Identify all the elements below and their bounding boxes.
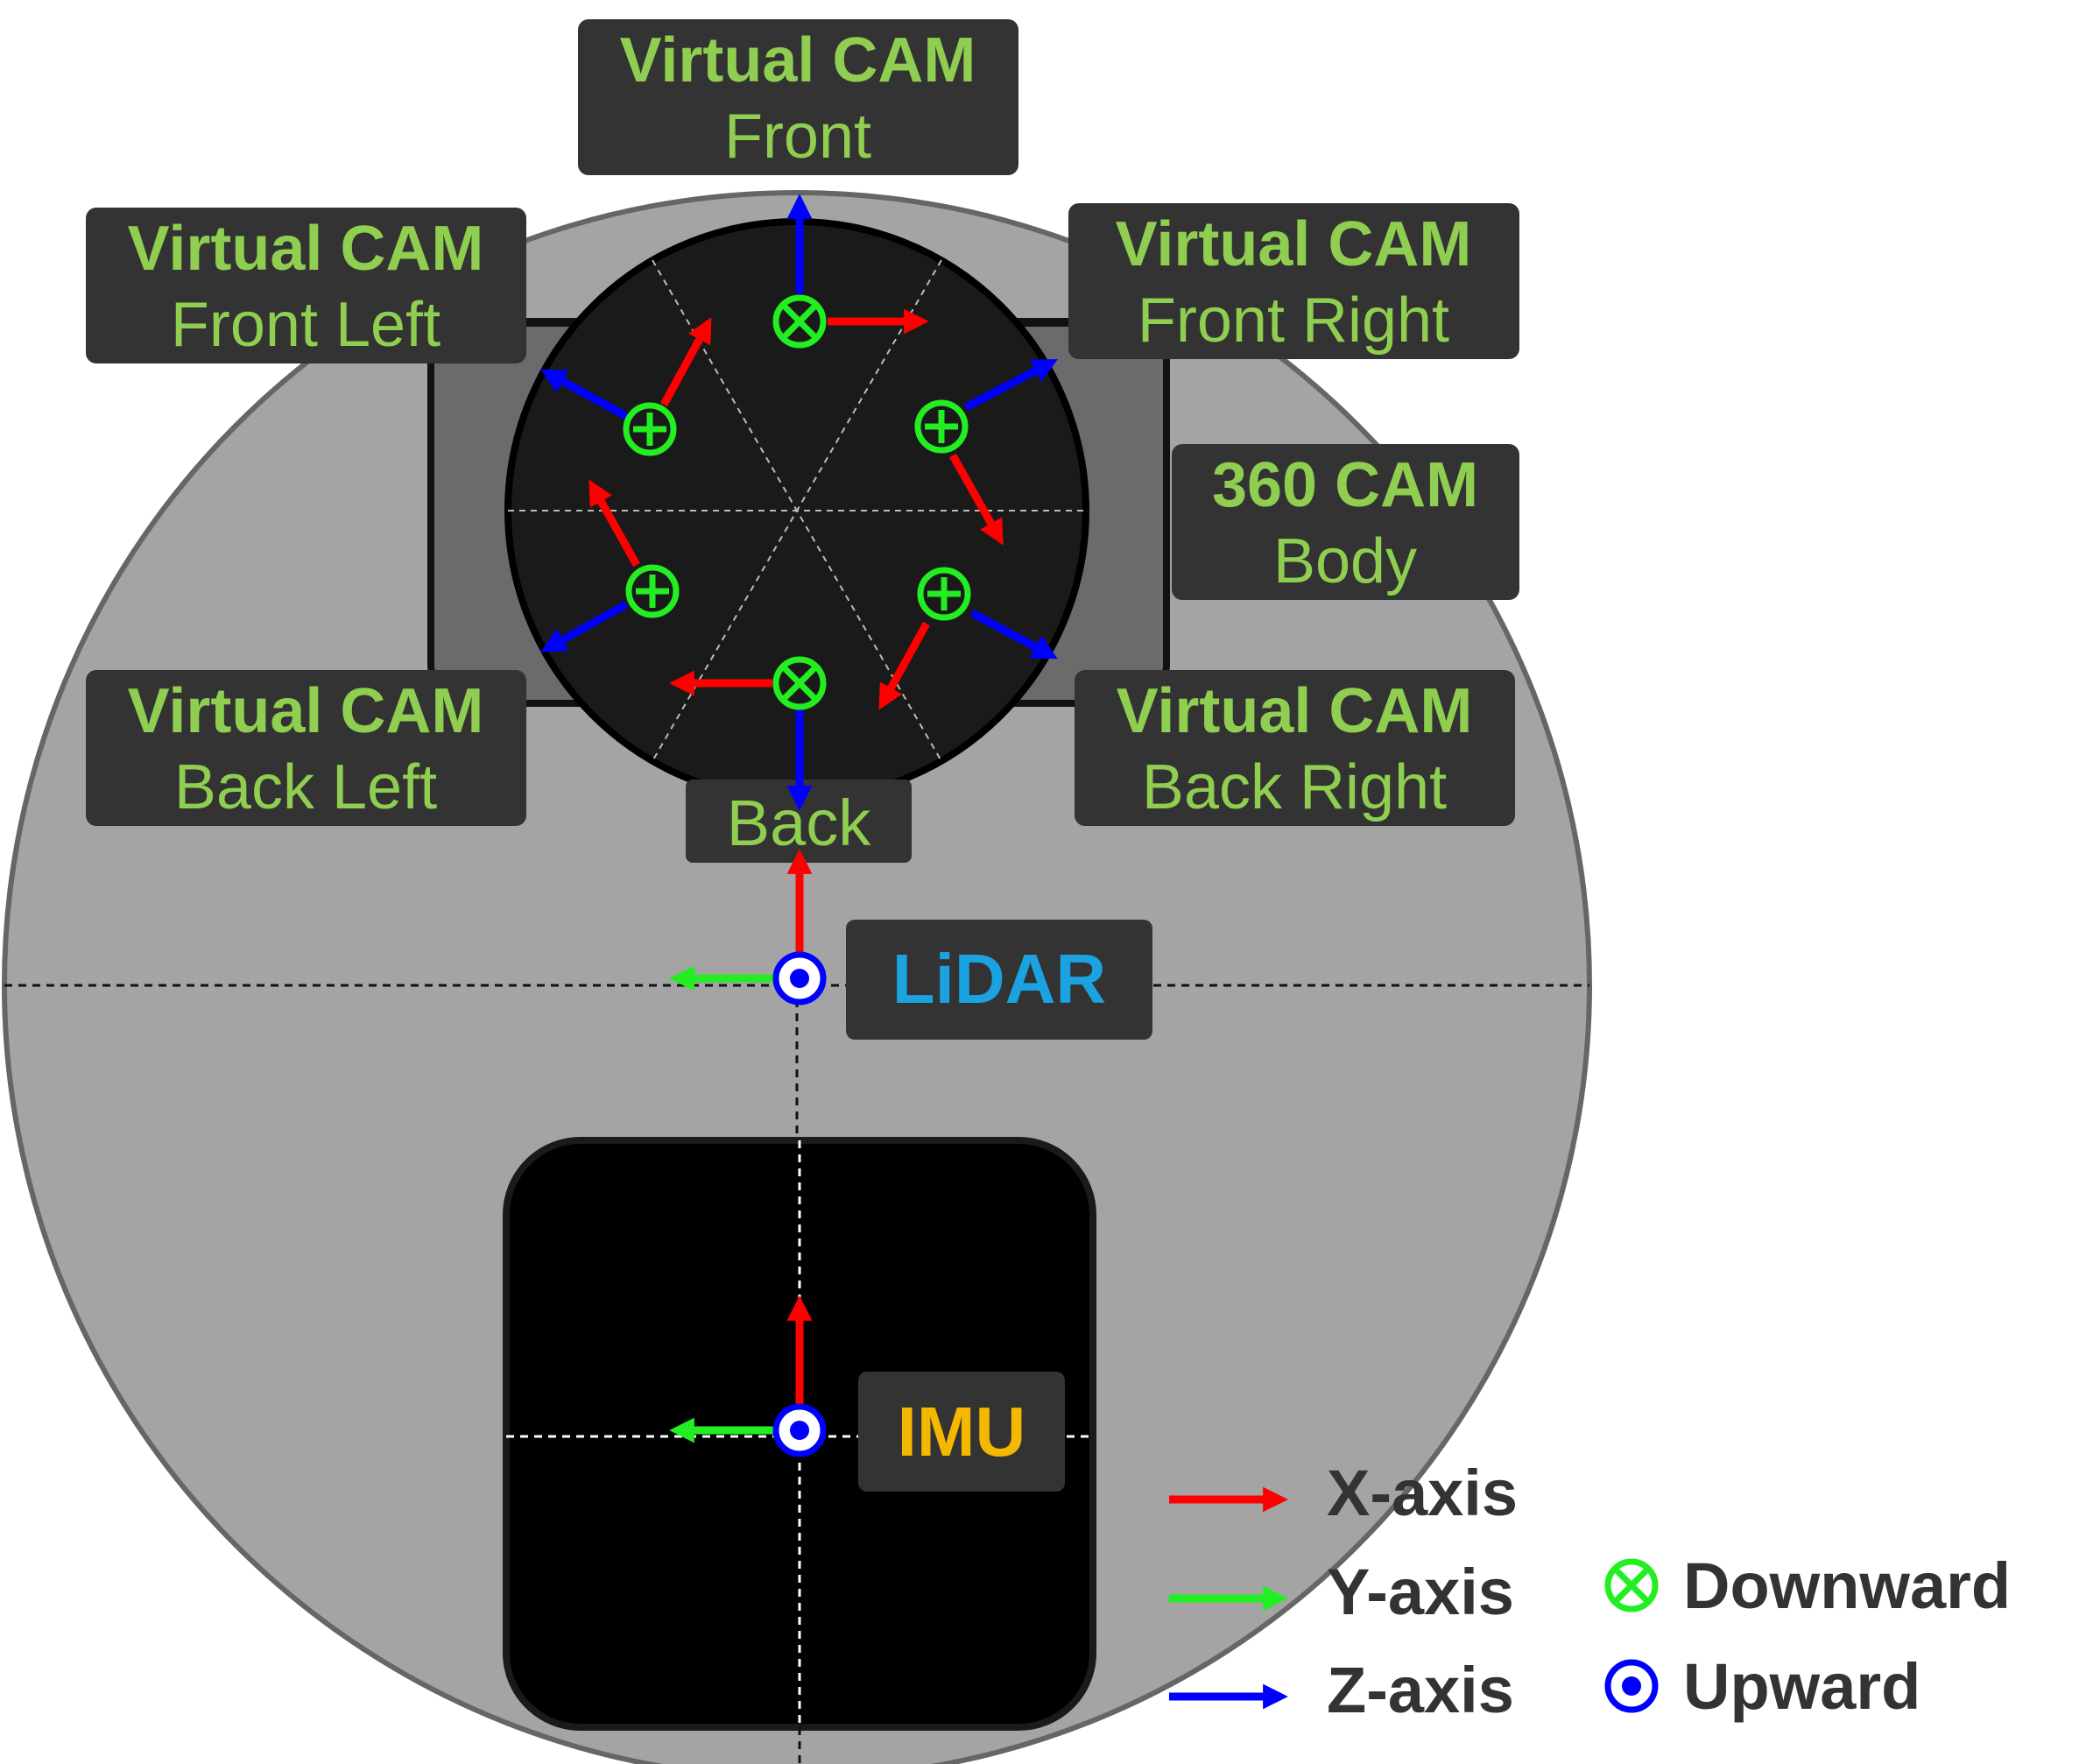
back-cam-label-box [686,780,912,863]
back-left-cam-label: Virtual CAM Back Left [86,670,526,826]
back-right-cam-downward-icon [917,567,971,621]
imu-label: IMU [858,1372,1065,1492]
back-cam-name: Back [727,787,872,859]
front-cam-name: Front [724,102,871,172]
legend-z-label: Z-axis [1327,1654,1514,1726]
front-right-cam-title: Virtual CAM [1116,209,1472,279]
back-left-cam-downward-icon [625,564,680,618]
body-cam-label: 360 CAM Body [1172,444,1519,600]
lidar-label-text: LiDAR [892,940,1106,1018]
body-cam-name: Body [1273,526,1417,596]
front-right-cam-z-arrow [963,358,1058,411]
back-left-cam-z-arrow [540,601,629,653]
downward-markers [623,294,971,710]
back-cam-downward-icon [772,656,827,710]
front-left-cam-title: Virtual CAM [128,214,484,284]
legend-downward-icon [1604,1558,1659,1612]
front-right-cam-x-arrow [949,453,1004,546]
front-cam-downward-icon [772,294,827,349]
front-left-cam-z-arrow [540,369,629,420]
imu-label-text: IMU [898,1393,1026,1471]
back-right-cam-label: Virtual CAM Back Right [1075,670,1515,826]
legend: X-axis Y-axis Z-axis Downward Upward [1169,1457,2011,1726]
legend-upward-label: Upward [1683,1650,1920,1723]
front-cam-label: Virtual CAM Front [578,19,1018,175]
front-right-cam-label: Virtual CAM Front Right [1068,203,1519,359]
imu-upward-icon [772,1403,827,1457]
back-right-cam-z-arrow [969,610,1058,660]
front-right-cam-name: Front Right [1138,286,1449,356]
front-left-cam-label: Virtual CAM Front Left [86,208,526,363]
front-left-cam-name: Front Left [171,290,440,360]
body-cam-title: 360 CAM [1212,450,1478,520]
front-left-cam-downward-icon [623,402,677,456]
legend-x-label: X-axis [1327,1457,1518,1529]
back-right-cam-title: Virtual CAM [1117,676,1473,746]
front-right-cam-downward-icon [914,399,969,454]
front-cam-title: Virtual CAM [620,25,976,95]
legend-y-label: Y-axis [1327,1556,1514,1628]
back-right-cam-x-arrow [878,621,930,710]
back-right-cam-name: Back Right [1142,752,1447,822]
front-left-cam-x-arrow [660,317,712,407]
back-left-cam-x-arrow [588,479,640,568]
legend-downward-label: Downward [1683,1549,2011,1622]
back-left-cam-title: Virtual CAM [128,676,484,746]
legend-upward-icon [1604,1659,1659,1713]
back-left-cam-name: Back Left [174,752,437,822]
lidar-upward-icon [772,951,827,1005]
lidar-label: LiDAR [846,920,1152,1040]
